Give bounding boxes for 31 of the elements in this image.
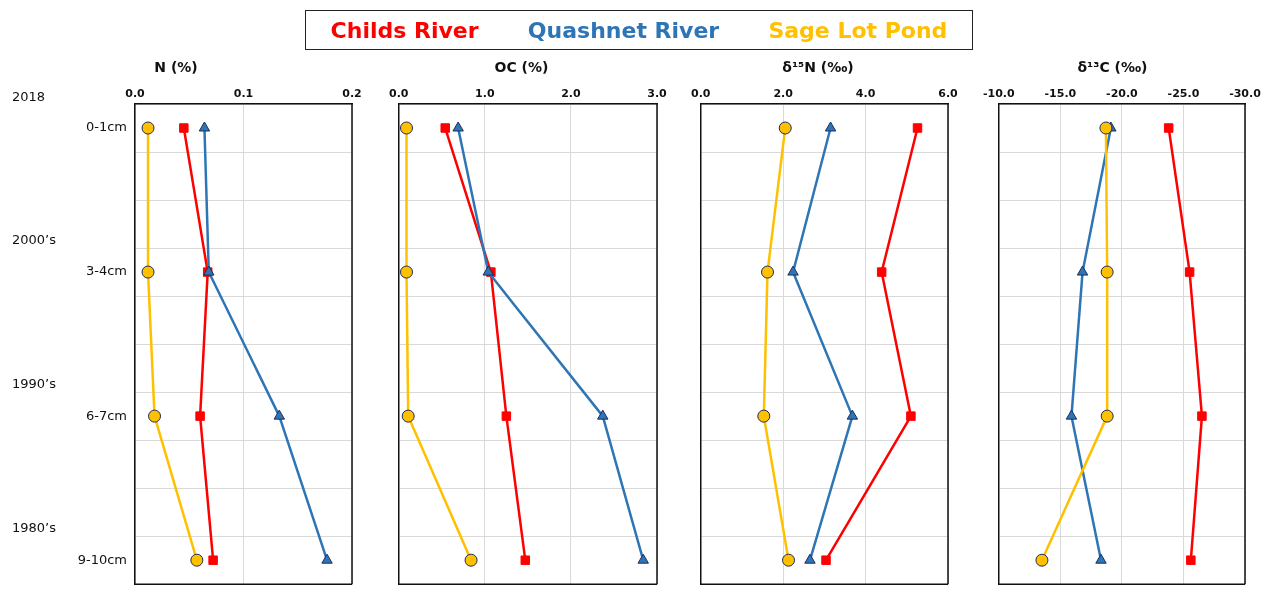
x-tick-label: 1.0 bbox=[475, 87, 495, 101]
x-tick-label: -30.0 bbox=[1229, 87, 1262, 101]
y-tick-label: 9-10cm bbox=[77, 551, 127, 567]
text: Sage Lot Pond bbox=[768, 17, 948, 43]
chart-title: δ¹³C (‰) bbox=[1077, 59, 1148, 76]
text: 1980’s bbox=[12, 519, 57, 535]
x-tick-label: -10.0 bbox=[982, 87, 1016, 101]
x-tick-label: -25.0 bbox=[1167, 87, 1200, 101]
x-tick-label: -20.0 bbox=[1106, 87, 1139, 101]
x-tick-label: 3.0 bbox=[647, 87, 668, 101]
text: Childs River bbox=[330, 17, 479, 43]
text: 1990’s bbox=[12, 375, 57, 391]
y-tick-label: 3-4cm bbox=[85, 263, 127, 279]
y-tick-label: 6-7cm bbox=[85, 407, 127, 423]
text: Quashnet River bbox=[527, 17, 720, 43]
x-tick-label: 0.2 bbox=[342, 87, 362, 101]
x-tick-label: -15.0 bbox=[1044, 87, 1077, 101]
chart-title: N (%) bbox=[154, 59, 198, 76]
x-tick-label: 0.0 bbox=[690, 87, 711, 101]
x-tick-label: 2.0 bbox=[773, 87, 794, 101]
chart-title: δ¹⁵N (‰) bbox=[782, 59, 854, 76]
x-tick-label: 2.0 bbox=[561, 87, 581, 101]
chart-title: OC (%) bbox=[494, 59, 549, 76]
x-tick-label: 0.0 bbox=[388, 87, 409, 101]
y-tick-label: 0-1cm bbox=[85, 119, 127, 135]
x-tick-label: 0.0 bbox=[125, 87, 146, 101]
x-tick-label: 0.1 bbox=[233, 87, 254, 101]
x-tick-label: 4.0 bbox=[855, 87, 876, 101]
x-tick-label: 6.0 bbox=[938, 87, 959, 101]
text: 2018 bbox=[12, 89, 46, 105]
text: 2000’s bbox=[12, 231, 57, 247]
